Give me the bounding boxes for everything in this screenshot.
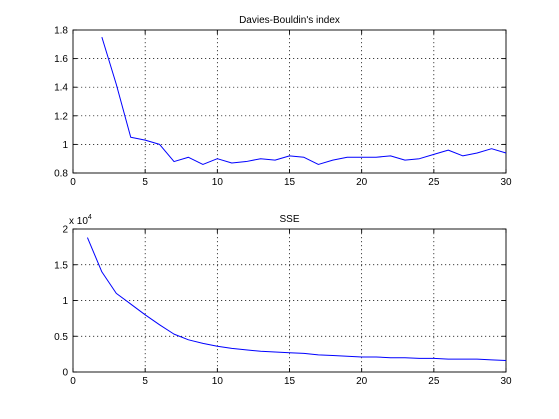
x-tick-label: 10 <box>212 177 224 188</box>
x-tick-label: 15 <box>284 376 296 387</box>
y-axis-multiplier: x 104 <box>69 214 92 227</box>
y-tick-label: 0.8 <box>54 169 68 180</box>
x-tick-label: 0 <box>70 376 76 387</box>
y-tick-label: 1.5 <box>54 260 68 271</box>
plot-title-sse: SSE <box>279 214 299 225</box>
y-tick-label: 1.4 <box>54 83 68 94</box>
x-tick-label: 30 <box>500 376 512 387</box>
data-series-line <box>86 237 507 362</box>
y-tick-label: 1.2 <box>54 111 68 122</box>
y-axis-multiplier-base: x 10 <box>69 216 88 227</box>
x-tick-label: 10 <box>212 376 224 387</box>
y-axis-multiplier-exponent: 4 <box>88 214 92 221</box>
y-tick-label: 1.6 <box>54 54 68 65</box>
y-tick-label: 1 <box>62 296 68 307</box>
y-tick-label: 2 <box>62 225 68 236</box>
data-series-line <box>101 37 507 165</box>
x-tick-label: 20 <box>356 376 368 387</box>
plot-frame <box>72 29 507 174</box>
sse-plot: 0 5 10 15 20 25 30 0 0.5 1 1.5 2 SSE x 104 <box>54 214 512 387</box>
x-tick-label: 5 <box>142 177 148 188</box>
x-tick-label: 20 <box>356 177 368 188</box>
x-tick-label: 5 <box>142 376 148 387</box>
y-tick-label: 1 <box>62 140 68 151</box>
x-tick-label: 25 <box>428 177 440 188</box>
y-tick-label: 0.5 <box>54 332 68 343</box>
x-tick-label: 25 <box>428 376 440 387</box>
axes-area: 0 5 10 15 20 25 30 0 0.5 1 1.5 2 <box>54 225 512 388</box>
y-tick-label: 1.8 <box>54 26 68 37</box>
y-tick-label: 0 <box>62 368 68 379</box>
x-tick-label: 0 <box>70 177 76 188</box>
x-tick-label: 30 <box>500 177 512 188</box>
plot-title-davies-bouldin: Davies-Bouldin's index <box>239 15 340 26</box>
axes-area: 0 5 10 15 20 25 30 0.8 1 1.2 1.4 1.6 1.8 <box>54 26 512 189</box>
davies-bouldin-plot: 0 5 10 15 20 25 30 0.8 1 1.2 1.4 1.6 1.8 Davies-Boul… <box>54 15 512 188</box>
x-tick-label: 15 <box>284 177 296 188</box>
